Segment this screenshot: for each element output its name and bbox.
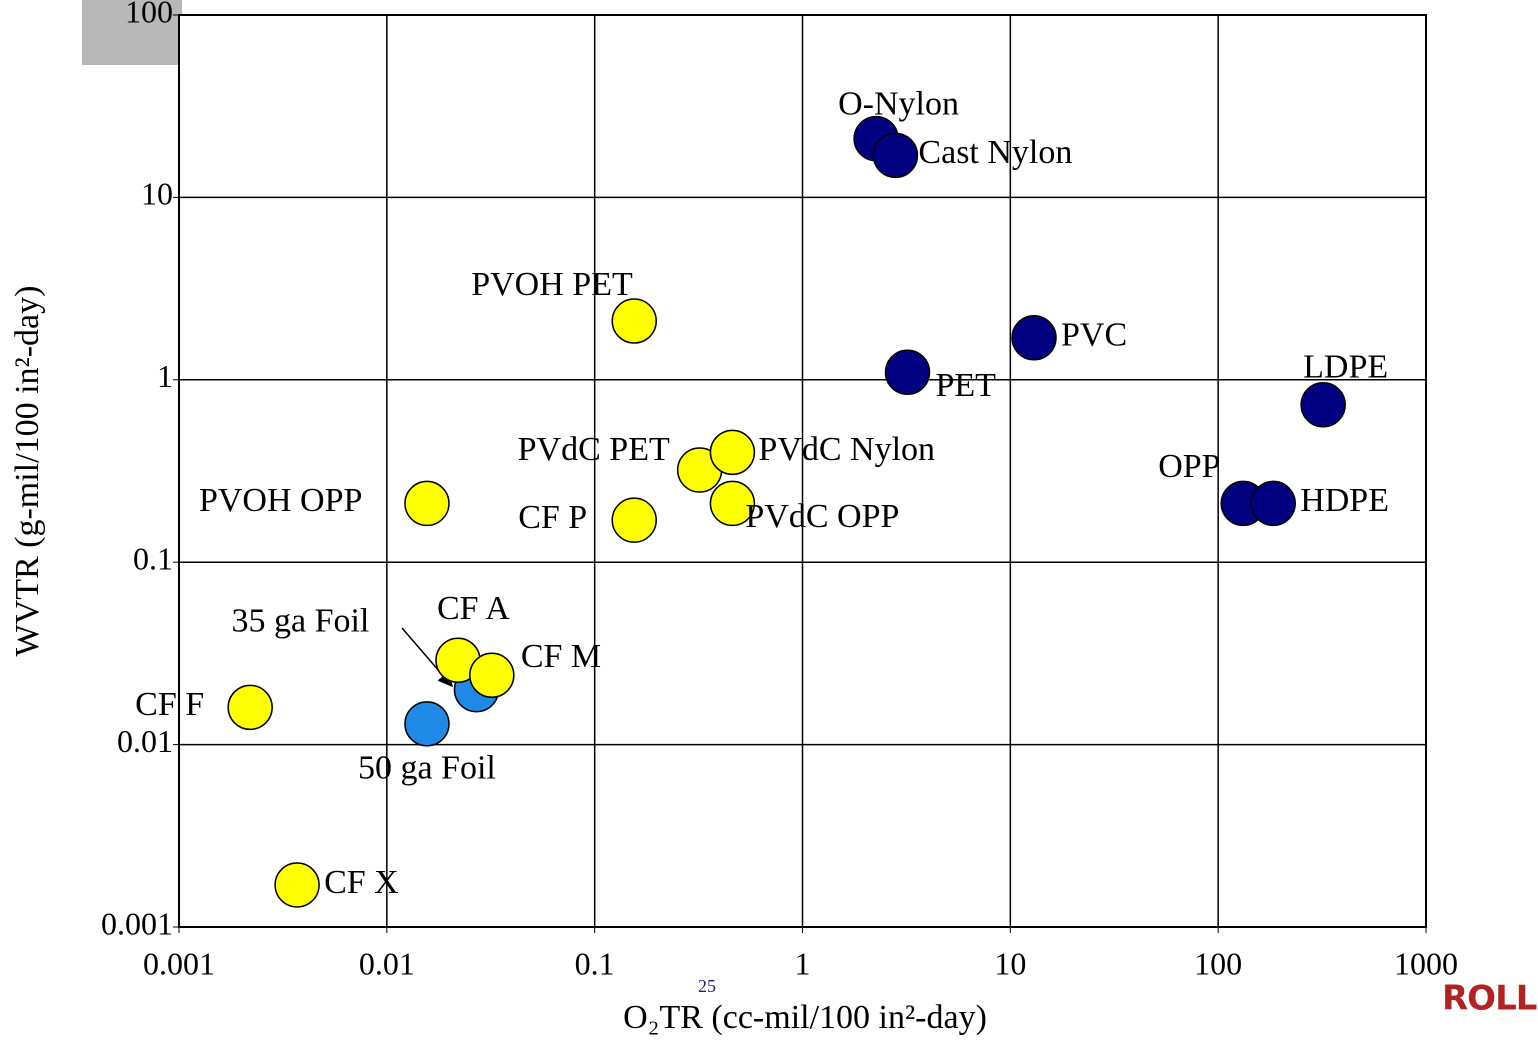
point-label: PVdC Nylon — [758, 431, 935, 468]
x-tick-label: 100 — [1194, 945, 1242, 981]
point — [612, 299, 656, 343]
y-axis-title: WVTR (g-mil/100 in²-day) — [9, 286, 46, 657]
y-tick-label: 0.01 — [117, 723, 173, 759]
point-label: HDPE — [1300, 482, 1389, 519]
x-tick-label: 0.01 — [359, 945, 415, 981]
x-tick-label: 0.001 — [143, 945, 215, 981]
logo: ROLLPRINT — [1442, 979, 1538, 1019]
point — [885, 350, 929, 394]
x-tick-label: 10 — [994, 945, 1026, 981]
point — [228, 685, 272, 729]
x-axis-title: O₂TR (cc-mil/100 in²-day) — [623, 999, 987, 1036]
point-label: CF X — [324, 864, 399, 901]
point-label: 35 ga Foil — [231, 602, 369, 639]
point — [1251, 481, 1295, 525]
y-tick-label: 1 — [157, 358, 173, 394]
point-label: PVdC PET — [518, 431, 670, 468]
x-tick-label: 1000 — [1394, 945, 1458, 981]
point-label: PVC — [1061, 317, 1127, 354]
point-label: 50 ga Foil — [358, 750, 496, 787]
point-label: PVOH OPP — [199, 482, 362, 519]
page-number: 25 — [698, 976, 716, 996]
point-label: Cast Nylon — [918, 134, 1072, 171]
point-label: CF F — [135, 686, 204, 723]
point — [405, 481, 449, 525]
point — [1301, 383, 1345, 427]
point — [405, 702, 449, 746]
point-label: CF A — [437, 590, 510, 627]
point — [470, 653, 514, 697]
point-label: PVOH PET — [471, 266, 633, 303]
point — [710, 430, 754, 474]
x-tick-label: 1 — [795, 945, 811, 981]
point-label: CF M — [521, 638, 601, 675]
point-label: PVdC OPP — [745, 498, 899, 535]
point — [873, 133, 917, 177]
point-label: O-Nylon — [838, 85, 959, 122]
y-tick-label: 10 — [141, 176, 173, 212]
point-label: OPP — [1158, 448, 1220, 485]
point-label: PET — [935, 367, 996, 404]
point-label: LDPE — [1303, 349, 1388, 386]
point — [612, 498, 656, 542]
chart: 0.001 0.01 0.1 1 10 100 1000 0.001 0.01 0.1 1 10 100… — [0, 0, 1538, 1042]
point-label: CF P — [518, 499, 587, 536]
x-tick-label: 0.1 — [575, 945, 615, 981]
y-tick-label: 100 — [125, 0, 173, 29]
page: {"chart_data":{"type":"scatter","log_x":… — [0, 0, 1538, 1042]
y-tick-label: 0.001 — [101, 905, 173, 941]
point — [1012, 316, 1056, 360]
point — [275, 863, 319, 907]
y-tick-label: 0.1 — [133, 541, 173, 577]
